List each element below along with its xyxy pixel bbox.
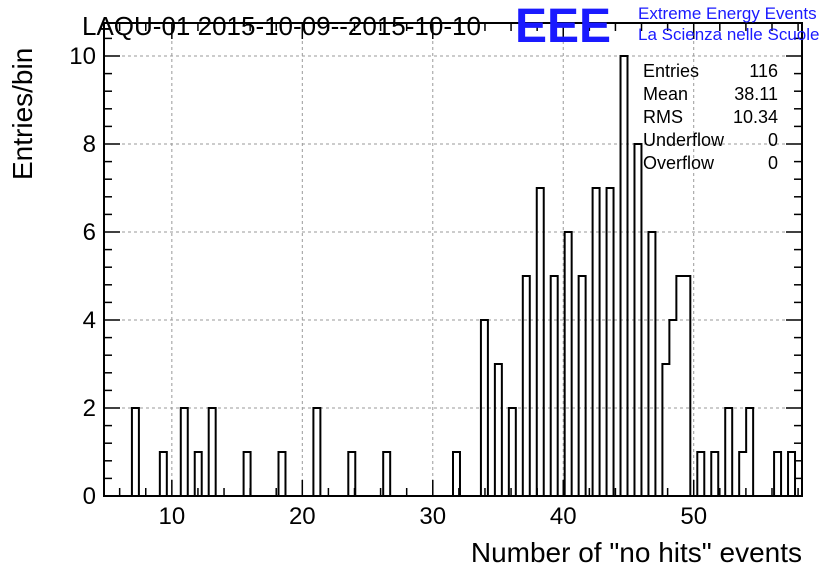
histogram-bin bbox=[662, 364, 669, 496]
stats-label-underflow: Underflow bbox=[643, 130, 725, 150]
histogram-bin bbox=[788, 452, 795, 496]
x-axis-label: Number of "no hits" events bbox=[471, 537, 802, 568]
histogram-bin bbox=[683, 276, 690, 496]
histogram-bin bbox=[313, 408, 320, 496]
logo-line-2: La Scienza nelle Scuole bbox=[638, 25, 819, 44]
chart-title: LAQU-01 2015-10-09--2015-10-10 bbox=[82, 11, 481, 41]
plot-frame bbox=[103, 22, 803, 497]
x-tick-label: 30 bbox=[419, 503, 446, 530]
y-tick-label: 8 bbox=[83, 131, 96, 158]
y-tick-label: 4 bbox=[83, 307, 96, 334]
histogram-bin bbox=[774, 452, 781, 496]
stats-value-overflow: 0 bbox=[768, 153, 778, 173]
histogram-bin bbox=[725, 408, 732, 496]
eee-logo: EEE Extreme Energy Events La Scienza nel… bbox=[515, 0, 819, 53]
y-tick-label: 6 bbox=[83, 219, 96, 246]
stats-value-underflow: 0 bbox=[768, 130, 778, 150]
histogram-bin bbox=[523, 276, 530, 496]
histogram-bin bbox=[132, 408, 139, 496]
stats-label-mean: Mean bbox=[643, 84, 688, 104]
histogram-bin bbox=[537, 188, 544, 496]
histogram-bin bbox=[495, 364, 502, 496]
stats-value-entries: 116 bbox=[749, 61, 778, 81]
histogram-outline bbox=[104, 55, 802, 497]
eee-logo-mark: EEE bbox=[515, 0, 611, 53]
histogram-bin bbox=[697, 452, 704, 496]
grid-lines bbox=[104, 23, 802, 496]
histogram-bin bbox=[160, 452, 167, 496]
histogram-bin bbox=[746, 408, 753, 496]
histogram-bin bbox=[279, 452, 286, 496]
y-tick-label: 10 bbox=[69, 43, 96, 70]
histogram-bin bbox=[648, 232, 655, 496]
histogram-bin bbox=[209, 408, 216, 496]
histogram-bin bbox=[607, 188, 614, 496]
histogram-bin bbox=[509, 408, 516, 496]
histogram-bins bbox=[104, 55, 802, 497]
y-axis-label: Entries/bin bbox=[7, 48, 38, 180]
logo-line-1: Extreme Energy Events bbox=[638, 4, 817, 23]
histogram-bin bbox=[181, 408, 188, 496]
histogram-bin bbox=[579, 276, 586, 496]
histogram-bin bbox=[593, 188, 600, 496]
x-tick-label: 40 bbox=[550, 503, 577, 530]
stats-label-overflow: Overflow bbox=[643, 153, 715, 173]
histogram-bin bbox=[565, 232, 572, 496]
x-tick-label: 20 bbox=[289, 503, 316, 530]
histogram-bin bbox=[739, 452, 746, 496]
stats-value-mean: 38.11 bbox=[734, 84, 778, 104]
histogram-bin bbox=[551, 276, 558, 496]
axes: 10 20 30 40 50 0 2 4 6 8 10 bbox=[69, 22, 803, 530]
histogram-bin bbox=[711, 452, 718, 496]
histogram-bin bbox=[621, 56, 628, 496]
histogram-bin bbox=[676, 276, 683, 496]
x-tick-label: 50 bbox=[680, 503, 707, 530]
stats-box: Entries 116 Mean 38.11 RMS 10.34 Underfl… bbox=[643, 61, 778, 173]
y-tick-label: 0 bbox=[83, 483, 96, 510]
histogram-bin bbox=[383, 452, 390, 496]
stats-label-entries: Entries bbox=[643, 61, 699, 81]
y-tick-label: 2 bbox=[83, 395, 96, 422]
stats-label-rms: RMS bbox=[643, 107, 683, 127]
stats-value-rms: 10.34 bbox=[733, 107, 778, 127]
x-tick-label: 10 bbox=[158, 503, 185, 530]
